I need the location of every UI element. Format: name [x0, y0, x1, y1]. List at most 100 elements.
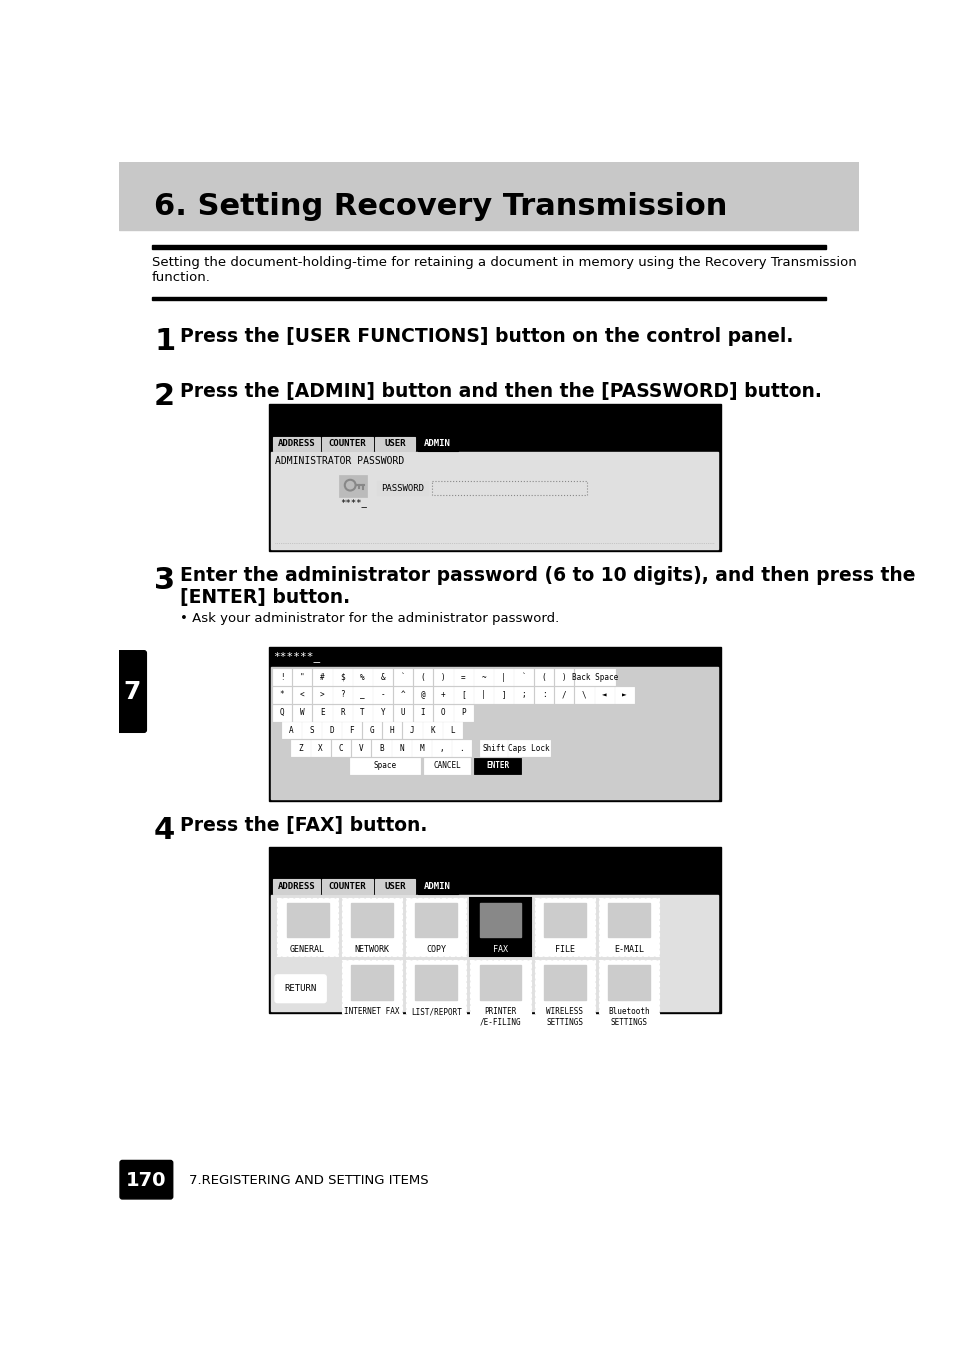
Bar [417, 437, 457, 452]
Text: WIRELESS
SETTINGS: WIRELESS SETTINGS [546, 1007, 583, 1027]
Text: ): ) [561, 673, 566, 682]
Bar [341, 960, 402, 1018]
Bar [152, 297, 825, 301]
Bar [372, 740, 390, 756]
Bar [454, 705, 472, 721]
Bar [432, 740, 451, 756]
Bar [269, 647, 720, 801]
Bar [373, 687, 392, 704]
Text: E: E [319, 708, 324, 717]
Text: LIST/REPORT: LIST/REPORT [411, 1007, 461, 1016]
Bar [406, 960, 466, 1018]
Bar [534, 898, 595, 956]
Bar [293, 669, 311, 685]
Text: Back Space: Back Space [572, 673, 618, 682]
Text: • Ask your administrator for the administrator password.: • Ask your administrator for the adminis… [179, 612, 558, 625]
Bar [414, 669, 432, 685]
Bar [313, 687, 332, 704]
Text: V: V [358, 744, 363, 752]
Text: `: ` [400, 673, 405, 682]
Text: ADMINISTRATOR PASSWORD: ADMINISTRATOR PASSWORD [274, 456, 404, 466]
Bar [293, 687, 311, 704]
Bar [575, 669, 615, 685]
Text: (: ( [420, 673, 425, 682]
Text: 7: 7 [123, 679, 140, 704]
Text: RETURN: RETURN [284, 984, 316, 993]
Text: U: U [400, 708, 405, 717]
Text: >: > [319, 690, 324, 700]
Bar [342, 723, 360, 739]
Bar [277, 898, 337, 956]
Text: -: - [380, 690, 385, 700]
Bar [271, 895, 718, 1011]
Text: ;: ; [521, 690, 525, 700]
Bar [575, 687, 593, 704]
Bar [353, 705, 372, 721]
Bar [608, 903, 649, 937]
Text: Bluetooth
SETTINGS: Bluetooth SETTINGS [608, 1007, 649, 1027]
Bar [352, 740, 370, 756]
Text: F: F [349, 727, 354, 735]
Text: ADDRESS: ADDRESS [277, 882, 315, 891]
Bar [373, 705, 392, 721]
Bar [474, 669, 493, 685]
Text: ****_: ****_ [339, 499, 366, 507]
Bar [313, 669, 332, 685]
Bar [608, 965, 649, 999]
Bar [474, 758, 520, 774]
Text: Enter the administrator password (6 to 10 digits), and then press the
[ENTER] bu: Enter the administrator password (6 to 1… [179, 566, 914, 607]
Bar [351, 903, 393, 937]
Bar [434, 705, 452, 721]
Bar [375, 879, 415, 894]
Text: |: | [480, 690, 485, 700]
Text: |: | [501, 673, 505, 682]
Bar [291, 740, 310, 756]
Bar [273, 687, 291, 704]
Text: Space: Space [374, 762, 396, 770]
Bar [534, 669, 553, 685]
Bar [332, 740, 350, 756]
Text: R: R [340, 708, 344, 717]
Text: COPY: COPY [426, 945, 446, 954]
Bar [454, 687, 472, 704]
Text: ^: ^ [400, 690, 405, 700]
Bar [119, 162, 858, 229]
Bar [414, 687, 432, 704]
Bar [415, 903, 456, 937]
Text: ENTER: ENTER [485, 762, 509, 770]
Bar [333, 669, 352, 685]
Bar [282, 723, 300, 739]
Text: ADMIN: ADMIN [424, 882, 451, 891]
Text: L: L [450, 727, 455, 735]
Text: C: C [338, 744, 343, 752]
Text: T: T [360, 708, 365, 717]
Bar [274, 879, 319, 894]
Bar [353, 687, 372, 704]
Bar [269, 847, 720, 1012]
Text: (: ( [541, 673, 546, 682]
Bar [543, 965, 585, 999]
Text: 170: 170 [126, 1171, 167, 1190]
Bar [269, 404, 720, 550]
Text: COUNTER: COUNTER [329, 439, 366, 449]
Text: ◄: ◄ [601, 690, 606, 700]
Bar [322, 437, 373, 452]
Bar [286, 903, 328, 937]
Bar [382, 723, 401, 739]
Text: 2: 2 [154, 381, 175, 411]
Bar [598, 960, 659, 1018]
Text: 4: 4 [154, 817, 175, 845]
Text: 7.REGISTERING AND SETTING ITEMS: 7.REGISTERING AND SETTING ITEMS [189, 1174, 428, 1188]
Text: ]: ] [501, 690, 505, 700]
Bar [470, 960, 530, 1018]
Bar [543, 903, 585, 937]
Text: 1: 1 [154, 326, 175, 356]
Bar [322, 879, 373, 894]
Bar [274, 437, 319, 452]
Text: N: N [398, 744, 403, 752]
Bar [152, 245, 825, 249]
Bar [479, 965, 521, 999]
Bar [412, 740, 431, 756]
Text: .: . [459, 744, 463, 752]
FancyBboxPatch shape [120, 1161, 172, 1198]
